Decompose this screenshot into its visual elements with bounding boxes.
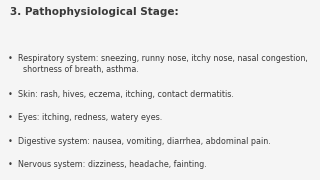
Text: Respiratory system: sneezing, runny nose, itchy nose, nasal congestion,
  shortn: Respiratory system: sneezing, runny nose… [18,54,307,75]
Text: •: • [8,137,13,146]
Text: •: • [8,113,13,122]
Text: 3. Pathophysiological Stage:: 3. Pathophysiological Stage: [10,7,178,17]
Text: •: • [8,54,13,63]
Text: Skin: rash, hives, eczema, itching, contact dermatitis.: Skin: rash, hives, eczema, itching, cont… [18,90,234,99]
Text: Digestive system: nausea, vomiting, diarrhea, abdominal pain.: Digestive system: nausea, vomiting, diar… [18,137,270,146]
Text: Nervous system: dizziness, headache, fainting.: Nervous system: dizziness, headache, fai… [18,160,206,169]
Text: •: • [8,160,13,169]
Text: •: • [8,90,13,99]
Text: Eyes: itching, redness, watery eyes.: Eyes: itching, redness, watery eyes. [18,113,162,122]
